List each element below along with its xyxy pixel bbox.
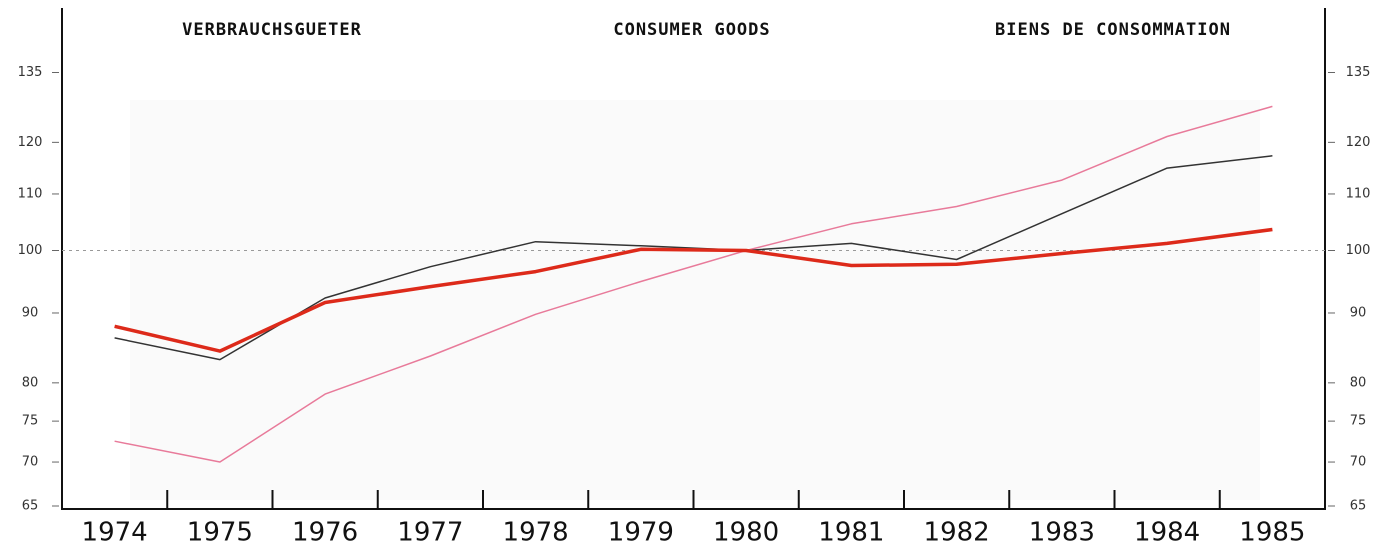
x-tick-label: 1981 [818,518,884,548]
y2-tick-label: 75 [1350,414,1367,429]
y2-tick-label: 135 [1346,65,1371,80]
x-tick-label: 1984 [1134,518,1200,548]
x-tick-label: 1980 [713,518,779,548]
y2-tick-label: 80 [1350,375,1367,390]
x-tick-label: 1983 [1029,518,1095,548]
y2-tick-label: 110 [1346,186,1371,201]
series-line [114,105,1273,463]
y-tick-label: 120 [18,135,43,150]
x-tick-label: 1975 [187,518,253,548]
y-tick-label: 65 [22,499,39,514]
y2-tick-label: 120 [1346,135,1371,150]
y-tick-label: 110 [18,186,43,201]
title-fr: BIENS DE CONSOMMATION [995,20,1231,40]
x-tick-label: 1977 [397,518,463,548]
y-tick-label: 90 [22,305,39,320]
x-tick-label: 1979 [608,518,674,548]
y-tick-label: 80 [22,375,39,390]
x-tick-label: 1978 [503,518,569,548]
title-de: VERBRAUCHSGUETER [182,20,362,40]
series-line [114,227,1273,353]
x-tick-label: 1985 [1239,518,1305,548]
y2-tick-label: 65 [1350,499,1367,514]
y-tick-label: 75 [22,414,39,429]
x-tick-label: 1982 [924,518,990,548]
y-tick-label: 100 [18,243,43,258]
x-tick-label: 1974 [82,518,148,548]
y2-tick-label: 70 [1350,455,1367,470]
plot-background [130,100,1260,500]
y2-tick-label: 100 [1346,243,1371,258]
x-tick-label: 1976 [292,518,358,548]
title-en: CONSUMER GOODS [613,20,770,40]
y-tick-label: 70 [22,455,39,470]
y2-tick-label: 90 [1350,305,1367,320]
y-tick-label: 135 [18,65,43,80]
